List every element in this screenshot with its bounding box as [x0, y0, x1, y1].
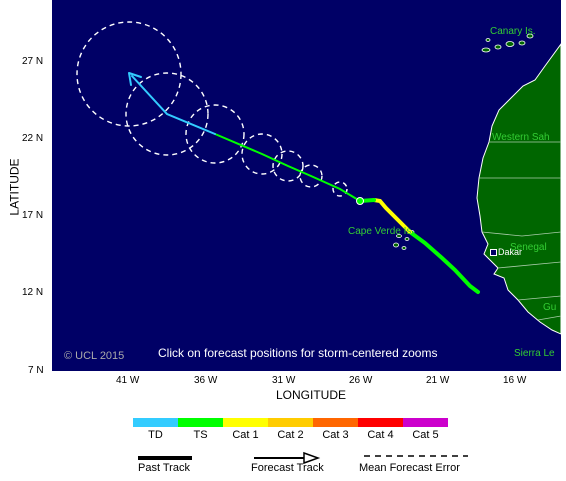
map-instruction: Click on forecast positions for storm-ce… [158, 346, 438, 360]
lon-tick-36: 36 W [194, 375, 218, 386]
legend-label-cat2: Cat 2 [277, 429, 304, 441]
lon-tick-26: 26 W [349, 375, 373, 386]
legend-swatch-cat1 [223, 418, 268, 427]
place-label-western-sahara: Western Sah [492, 132, 550, 143]
legend-swatch-td [133, 418, 178, 427]
city-label-dakar: Dakar [498, 247, 523, 257]
lat-tick-12: 12 N [22, 287, 44, 298]
legend-label-cat4: Cat 4 [367, 429, 394, 441]
legend-label-td: TD [148, 429, 163, 441]
canary-islands [481, 33, 534, 53]
forecast-track-arrow [303, 451, 321, 465]
map-frame[interactable]: Dakar Canary Is. Western Sah Cape Verde … [52, 0, 561, 371]
place-label-canary: Canary Is. [490, 26, 536, 37]
legend-label-ts: TS [193, 429, 208, 441]
land-africa [476, 43, 561, 335]
map-canvas[interactable] [52, 0, 561, 371]
border-lines [479, 141, 561, 321]
legend-label-cat5: Cat 5 [412, 429, 439, 441]
intensity-legend-bar [133, 418, 448, 427]
lat-tick-22: 22 N [22, 133, 44, 144]
lon-tick-21: 21 W [426, 375, 450, 386]
legend-swatch-cat3 [313, 418, 358, 427]
legend-swatch-cat4 [358, 418, 403, 427]
forecast-track-label: Forecast Track [251, 462, 324, 474]
place-label-cape-verde: Cape Verde Is. [348, 226, 415, 237]
track-key-graphics [138, 451, 468, 465]
forecast-error-circles [76, 21, 348, 197]
lat-tick-27: 27 N [22, 56, 44, 67]
mean-error-label: Mean Forecast Error [359, 462, 460, 474]
past-track-label: Past Track [138, 462, 190, 474]
lon-tick-16: 16 W [503, 375, 527, 386]
lat-tick-7: 7 N [28, 365, 44, 376]
past-track-green-east [408, 230, 480, 294]
dakar-marker [490, 249, 497, 256]
current-position-marker[interactable] [356, 197, 364, 205]
lon-tick-41: 41 W [116, 375, 140, 386]
legend-label-cat1: Cat 1 [232, 429, 259, 441]
place-label-sierra-leone: Sierra Le [514, 348, 555, 359]
legend-swatch-ts [178, 418, 223, 427]
legend-swatch-cat5 [403, 418, 448, 427]
legend-swatch-cat2 [268, 418, 313, 427]
lon-tick-31: 31 W [272, 375, 296, 386]
x-axis-title: LONGITUDE [276, 388, 347, 402]
past-track-yellow [372, 198, 412, 234]
place-label-guinea: Gu [543, 302, 557, 313]
legend-label-cat3: Cat 3 [322, 429, 349, 441]
forecast-track-td [131, 75, 216, 135]
forecast-arrowhead [128, 72, 142, 86]
place-label-senegal: Senegal [510, 242, 547, 253]
lat-tick-17: 17 N [22, 210, 44, 221]
forecast-track-ts [214, 133, 361, 202]
y-axis-title: LATITUDE [7, 158, 22, 216]
copyright-text: © UCL 2015 [64, 350, 125, 362]
storm-track [128, 72, 480, 294]
